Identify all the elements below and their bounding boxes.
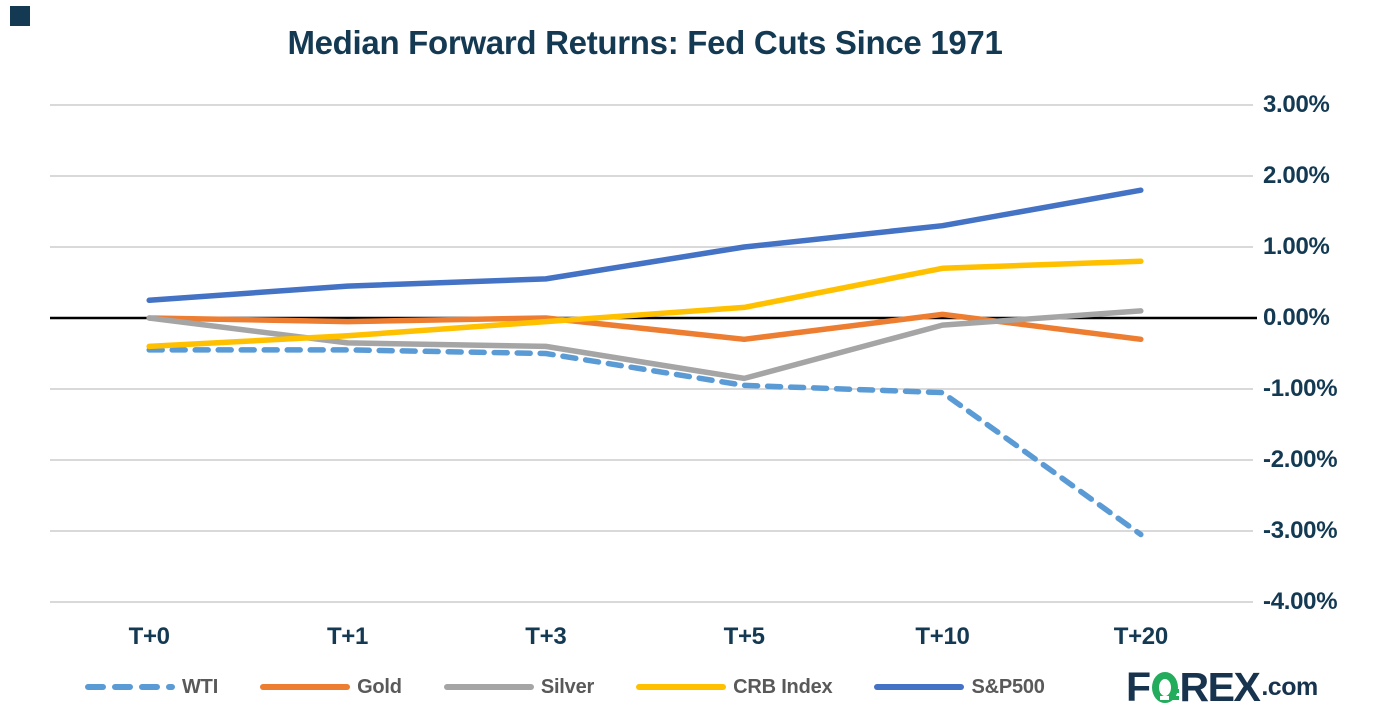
y-tick-label: 2.00% (1263, 162, 1330, 189)
y-tick-label: -1.00% (1263, 375, 1338, 402)
x-axis-labels: T+0 T+1 T+3 T+5 T+10 T+20 (0, 622, 1377, 654)
x-tick-label: T+10 (915, 623, 970, 650)
legend-label: Silver (540, 675, 595, 698)
y-tick-label: -2.00% (1263, 446, 1338, 473)
logo-o-coin-icon (1151, 671, 1179, 703)
series-line-s-p500 (146, 187, 1144, 304)
y-tick-label: -3.00% (1263, 517, 1338, 544)
legend-swatch (874, 684, 965, 690)
legend-item-wti: WTI (85, 676, 218, 699)
legend-item-silver: Silver (443, 675, 595, 699)
legend-item-s-p500: S&P500 (874, 675, 1045, 699)
logo-prefix: F (1126, 664, 1151, 710)
legend-swatch (636, 684, 727, 690)
legend-item-gold: Gold (260, 676, 402, 699)
x-tick-label: T+5 (723, 623, 765, 650)
series-line-wti (146, 347, 1144, 538)
chart-title: Median Forward Returns: Fed Cuts Since 1… (287, 24, 1003, 61)
forex-logo: F REX .com (1126, 663, 1318, 711)
legend-label: S&P500 (971, 675, 1045, 698)
logo-suffix: REX (1179, 664, 1261, 710)
y-tick-label: 0.00% (1263, 304, 1330, 331)
legend-swatch (260, 684, 351, 690)
legend-label: WTI (182, 675, 219, 698)
x-tick-label: T+3 (525, 623, 567, 650)
x-tick-label: T+20 (1113, 623, 1168, 650)
legend-item-crb-index: CRB Index (636, 675, 833, 699)
chart-legend: WTI Gold Silver CRB Index S&P500 (85, 671, 1045, 703)
logo-tld: .com (1261, 672, 1318, 701)
legend-label: Gold (357, 675, 402, 698)
x-tick-label: T+0 (128, 623, 170, 650)
legend-label: CRB Index (733, 675, 833, 698)
series-line-gold (146, 311, 1144, 343)
series-line-crb-index (146, 258, 1144, 350)
y-tick-label: -4.00% (1263, 588, 1338, 615)
y-tick-label: 1.00% (1263, 233, 1330, 260)
corner-brand-square (10, 6, 30, 26)
x-tick-label: T+1 (326, 623, 369, 650)
legend-swatch (443, 684, 534, 690)
legend-swatch (85, 684, 175, 690)
y-tick-label: 3.00% (1263, 91, 1330, 118)
